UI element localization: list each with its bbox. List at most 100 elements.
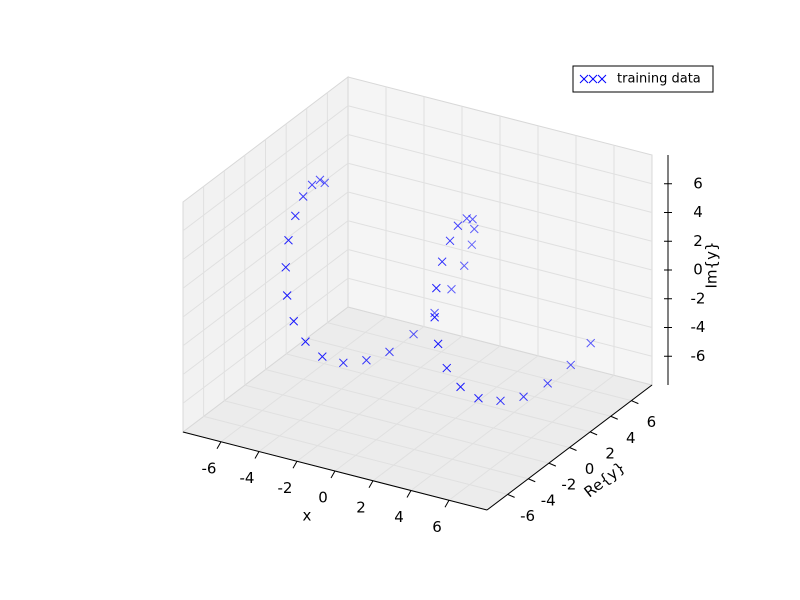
z-tick-label: -4 [691,318,706,336]
data-point [289,316,299,326]
marker-stroke [579,74,589,84]
grid-line [306,337,611,417]
z-tick-label: 4 [693,203,703,221]
data-point [462,214,472,223]
y-tick [528,478,536,483]
y-tick-label: -2 [561,476,576,494]
grid-line [182,105,349,232]
grid-line [347,134,653,213]
data-point [284,235,293,245]
marker-stroke [496,396,505,406]
data-point [431,283,441,293]
grid-line [244,384,549,464]
data-point [453,221,463,231]
data-point [467,240,477,250]
data-point [385,347,394,357]
grid-line [286,353,591,433]
marker-stroke [467,240,477,250]
y-tick [548,462,557,467]
data-point [362,355,371,365]
grid-line [327,322,632,402]
legend: training data [572,65,714,93]
marker-stroke [362,355,371,365]
marker-stroke [447,284,456,294]
marker-stroke [320,178,330,188]
grid-line [347,277,653,357]
marker-stroke [430,312,440,322]
legend-frame [572,65,714,93]
data-point [433,339,443,349]
data-point [315,175,325,185]
data-point [566,360,576,370]
marker-stroke [462,214,472,223]
marker-stroke [469,224,479,234]
grid-line [347,191,653,271]
x-tick [216,441,222,449]
x-tick-label: -6 [202,459,217,477]
z-tick-label: 2 [693,232,703,250]
data-point [281,262,291,272]
marker-stroke [519,392,528,402]
grid-line [182,191,349,318]
data-point [317,352,327,362]
grid-line [347,105,653,185]
y-tick-label: 0 [585,460,595,478]
data-point [282,291,292,300]
x-tick-label: -4 [240,469,255,487]
x-tick [254,451,260,459]
marker-stroke [474,393,483,403]
data-point [469,224,479,234]
grid-line [182,277,349,404]
z-tick-label: -6 [691,347,706,365]
marker-stroke [281,262,291,272]
marker-stroke [385,347,394,357]
x-tick-label: -2 [278,479,293,497]
legend-label: training data [617,72,701,87]
data-point [447,284,456,294]
y-tick-label: -4 [541,491,556,509]
x-tick-label: 6 [432,518,442,536]
y-tick [631,400,639,405]
grid-line [182,162,349,289]
legend-marker [597,74,607,84]
x-tick [444,500,450,508]
data-point [307,180,317,190]
marker-stroke [290,211,300,221]
legend-marker [588,74,598,84]
marker-stroke [588,74,598,84]
marker-stroke [586,338,596,348]
marker-stroke [289,316,299,326]
marker-stroke [282,291,292,300]
x-tick-label: 4 [394,508,404,526]
data-point [456,382,465,392]
marker-stroke [566,360,576,370]
marker-stroke [307,180,317,190]
grid-line [182,249,349,375]
z-tick-label: 0 [693,261,703,279]
data-point [543,378,553,388]
x-tick [330,470,336,479]
data-point [437,257,447,267]
marker-stroke [298,192,308,201]
grid-line [347,220,653,300]
marker-stroke [315,175,325,185]
x-tick [292,461,298,469]
data-point [445,236,455,246]
data-point [496,396,505,406]
data-point [301,337,310,346]
y-tick [507,493,515,498]
y-tick-label: 2 [605,444,615,462]
y-tick-label: 4 [626,429,636,447]
y-tick [589,431,598,436]
x-axis-label: x [303,507,312,525]
data-point [320,178,330,188]
marker-stroke [409,329,418,339]
x-tick [368,480,374,488]
marker-stroke [456,382,465,392]
marker-stroke [338,358,348,368]
x-tick-label: 2 [356,498,366,516]
marker-stroke [430,308,439,318]
data-point [430,312,440,322]
marker-stroke [317,352,327,362]
